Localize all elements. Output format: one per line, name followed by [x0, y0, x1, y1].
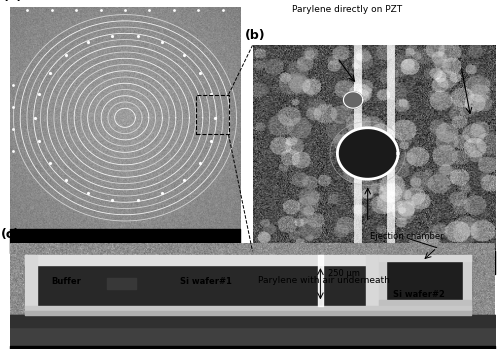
Text: (b): (b) — [245, 29, 266, 42]
Text: (a): (a) — [2, 0, 23, 3]
Text: Si wafer#2: Si wafer#2 — [393, 290, 445, 298]
Text: 500 μm: 500 μm — [122, 232, 140, 237]
Text: 250 μm: 250 μm — [328, 269, 360, 278]
Text: Si wafer#1: Si wafer#1 — [180, 277, 232, 286]
Text: Magn: Magn — [103, 232, 117, 237]
Polygon shape — [344, 92, 363, 108]
Text: Parylene with air underneath: Parylene with air underneath — [258, 276, 390, 285]
Text: 46x: 46x — [103, 243, 113, 248]
Text: (c): (c) — [1, 228, 20, 241]
Text: 15.0 kV 640x  27.7  releasing holes filled with parylene: 15.0 kV 640x 27.7 releasing holes filled… — [258, 265, 380, 269]
Text: Parylene directly on PZT: Parylene directly on PZT — [292, 5, 403, 14]
Text: Buffer: Buffer — [51, 277, 81, 286]
Bar — [196, 95, 228, 134]
Text: Ejection chamber: Ejection chamber — [370, 232, 444, 241]
Text: |: | — [104, 233, 106, 240]
Text: Acc.V  Magn    WD    |——  50 μm  ——|: Acc.V Magn WD |—— 50 μm ——| — [258, 255, 344, 259]
Polygon shape — [338, 128, 398, 179]
Text: parylene lens with air gaps: parylene lens with air gaps — [120, 243, 186, 248]
Text: |: | — [168, 233, 171, 240]
